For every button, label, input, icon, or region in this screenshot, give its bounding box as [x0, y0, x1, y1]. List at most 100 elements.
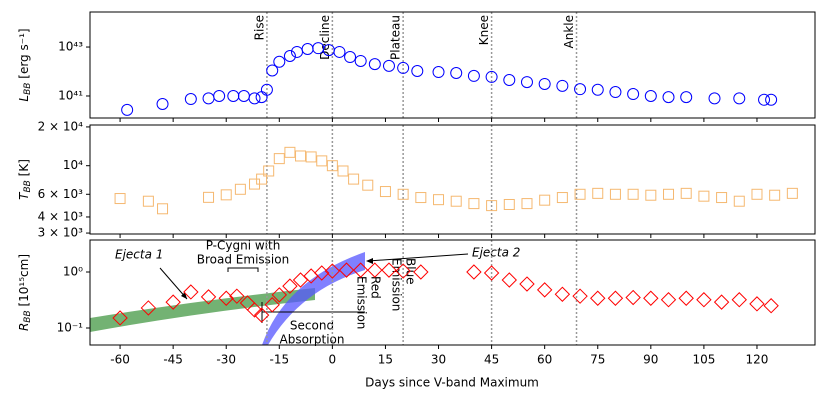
x-tick-label: -30	[216, 353, 236, 367]
point	[731, 292, 747, 308]
point	[536, 282, 553, 298]
point	[538, 77, 551, 90]
annotation: Red	[369, 276, 383, 299]
point	[708, 92, 721, 105]
y-tick-label: 10⁴³	[58, 40, 83, 54]
point	[643, 290, 659, 306]
x-tick-label: 90	[643, 353, 658, 367]
x-tick-label: -45	[163, 353, 183, 367]
point	[273, 153, 285, 165]
point	[758, 93, 771, 106]
point	[554, 286, 571, 302]
y-label-sub: BB	[23, 83, 33, 95]
point	[763, 298, 779, 314]
point	[203, 191, 215, 203]
point	[338, 262, 355, 278]
y-tick-label: 6 × 10³	[38, 187, 84, 201]
annotation: Ejecta 2	[472, 246, 520, 260]
point	[645, 189, 657, 201]
y-label-symbol: L	[17, 95, 31, 102]
point	[271, 287, 288, 303]
point	[344, 51, 357, 64]
point	[625, 289, 641, 306]
point	[450, 195, 462, 207]
y-label-unit: [K]	[17, 159, 31, 180]
point	[591, 83, 604, 96]
point	[468, 198, 480, 210]
point	[450, 66, 463, 79]
point	[503, 198, 515, 210]
point	[662, 91, 675, 104]
arrow-head	[366, 258, 373, 264]
y-tick-label: 10⁰	[63, 265, 83, 279]
x-tick-label: 60	[537, 353, 552, 367]
y-label-unit: [erg s⁻¹]	[17, 28, 31, 82]
point	[415, 192, 427, 204]
point	[680, 91, 693, 104]
phase-label: Knee	[477, 15, 491, 45]
plot-frame	[89, 239, 816, 346]
point	[572, 288, 588, 304]
point	[121, 103, 134, 116]
point	[301, 43, 314, 56]
point	[765, 93, 778, 106]
point	[627, 88, 640, 101]
point	[246, 302, 263, 318]
x-tick-label: -15	[269, 353, 289, 367]
point	[183, 284, 199, 300]
y-tick-label: 2 × 10⁴	[38, 119, 84, 133]
point	[305, 151, 317, 163]
point	[609, 188, 621, 200]
y-label-unit: [10¹⁵cm]	[17, 254, 31, 310]
phase-label: Rise	[252, 15, 266, 40]
point	[348, 173, 360, 185]
point	[382, 59, 395, 72]
point	[749, 296, 765, 312]
point	[324, 263, 341, 279]
x-tick-label: 30	[431, 353, 446, 367]
point	[466, 264, 482, 280]
point	[220, 189, 232, 201]
point	[367, 262, 383, 278]
point	[256, 173, 268, 185]
point	[627, 188, 639, 200]
point	[607, 290, 624, 306]
bracket	[227, 267, 259, 272]
annotation: Absorption	[280, 333, 345, 347]
point	[574, 83, 587, 96]
point	[716, 192, 728, 204]
point	[273, 55, 286, 68]
point	[253, 307, 270, 323]
y-tick-label: 10⁻¹	[57, 320, 84, 334]
point	[112, 310, 128, 326]
point	[140, 300, 157, 316]
y-tick-label: 10⁴¹	[58, 88, 83, 102]
x-tick-label: 45	[484, 353, 499, 367]
plot-frame	[89, 11, 816, 119]
annotation: Broad Emission	[197, 253, 289, 267]
bracket	[261, 302, 365, 323]
x-axis-label: Days since V-band Maximum	[365, 376, 539, 390]
y-tick-label: 4 × 10³	[38, 209, 84, 223]
point	[678, 290, 694, 306]
point	[733, 92, 746, 105]
point	[539, 194, 551, 206]
x-tick-label: -60	[110, 353, 130, 367]
point	[326, 160, 338, 172]
point	[698, 190, 710, 202]
point	[234, 183, 246, 195]
point	[263, 165, 275, 177]
annotation: Second	[290, 319, 334, 333]
point	[381, 262, 397, 278]
point	[411, 64, 424, 77]
point	[485, 70, 498, 83]
point	[520, 76, 533, 89]
annotation: Emission	[390, 258, 404, 311]
annotation: Ejecta 1	[115, 248, 163, 262]
point	[483, 265, 500, 281]
x-tick-label: 15	[378, 353, 393, 367]
point	[368, 58, 381, 71]
point	[227, 89, 240, 102]
point	[713, 294, 730, 310]
